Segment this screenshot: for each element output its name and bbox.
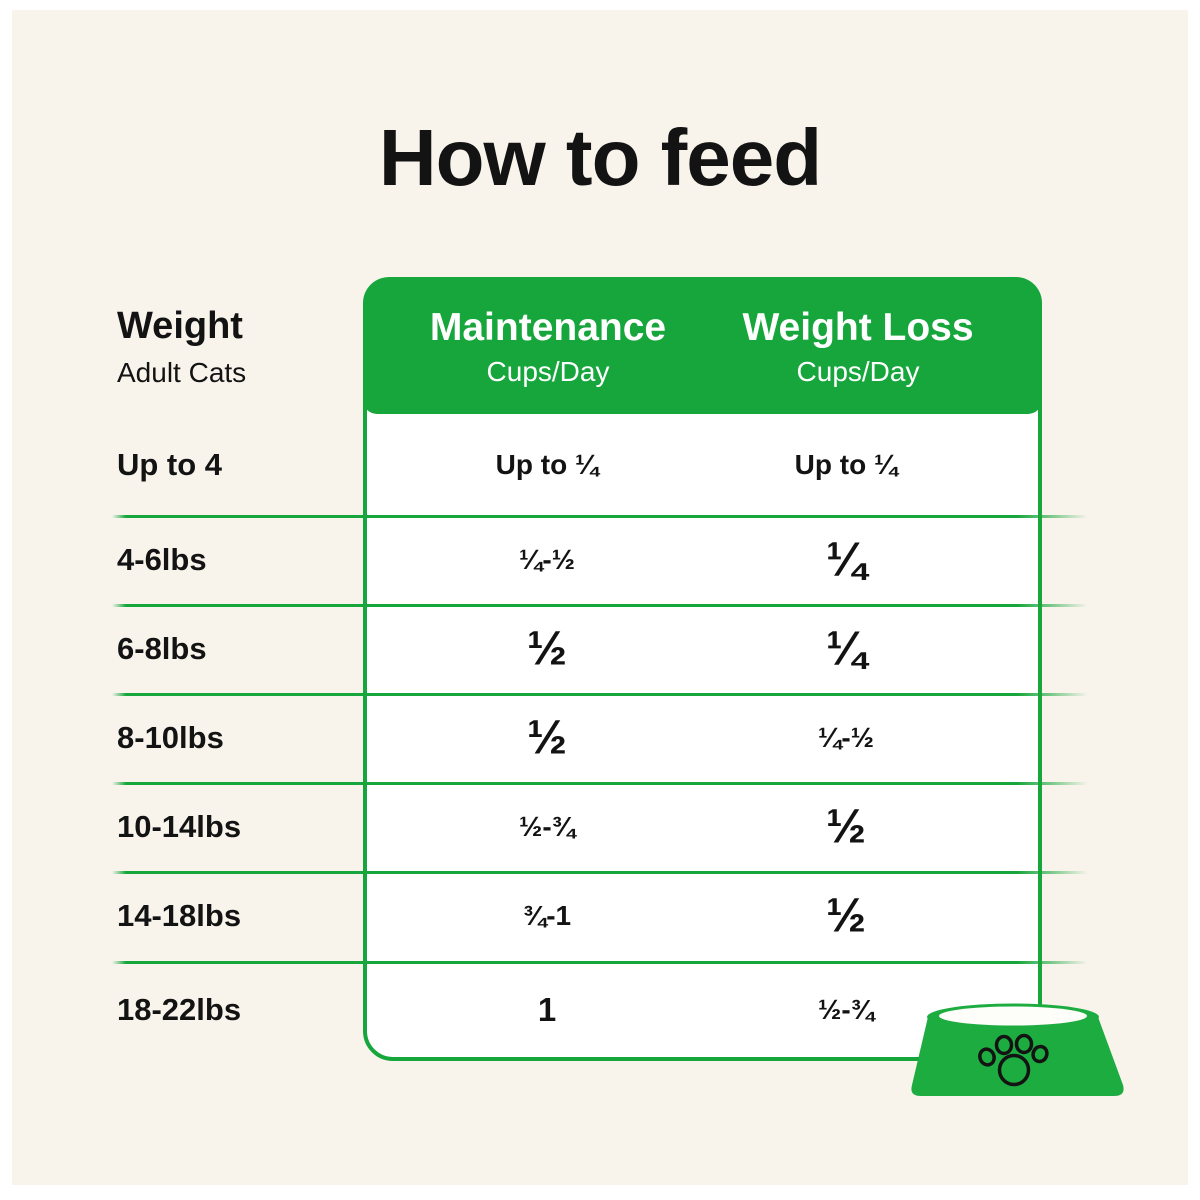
table-row: 18-22lbs 1 ½-¾ [0,961,1200,1058]
table-row: 8-10lbs ½ ¼-½ [0,693,1200,782]
weight-column-header: Weight Adult Cats [117,305,246,389]
table-row: 14-18lbs ¾-1 ½ [0,871,1200,961]
weight-header-subtitle: Adult Cats [117,357,247,388]
pet-bowl-icon [911,1003,1124,1096]
row-weight-loss-value: ¼ [825,622,867,675]
row-weight-loss-value: ½-¾ [817,993,875,1025]
row-divider [112,871,1088,874]
row-divider [112,515,1088,518]
weight-header-title: Weight [117,305,243,347]
paw-print-icon [978,1033,1049,1087]
row-maintenance-value: 1 [537,990,557,1028]
column-header-maintenance: Maintenance Cups/Day [373,277,723,414]
row-maintenance-value: ½ [526,711,568,764]
column-header-sublabel: Cups/Day [796,355,920,387]
row-weight-label: 18-22lbs [117,991,242,1027]
row-weight-loss-value: ¼-½ [817,721,875,753]
row-weight-loss-value: ½ [825,889,867,943]
row-maintenance-value: ¾-1 [522,900,572,931]
column-header-weight-loss: Weight Loss Cups/Day [693,277,1023,414]
row-weight-label: 4-6lbs [117,541,207,577]
row-weight-loss-value: ¼ [825,533,867,586]
row-divider [112,604,1088,607]
row-divider [112,693,1088,696]
row-divider [112,961,1088,964]
row-weight-label: 6-8lbs [117,630,207,666]
table-row: 10-14lbs ½-¾ ½ [0,782,1200,871]
column-header-label: Maintenance [429,305,667,349]
row-weight-loss-value: Up to ¼ [794,448,898,480]
row-maintenance-value: ½ [526,622,568,675]
table-row: 6-8lbs ½ ¼ [0,604,1200,693]
column-header-sublabel: Cups/Day [486,355,610,387]
row-maintenance-value: ½-¾ [518,810,576,842]
table-row: Up to 4 Up to ¼ Up to ¼ [0,414,1200,515]
row-weight-label: 10-14lbs [117,808,242,844]
page-title: How to feed [378,113,822,202]
row-weight-label: 14-18lbs [117,898,242,933]
row-maintenance-value: Up to ¼ [495,448,599,480]
table-row: 4-6lbs ¼-½ ¼ [0,515,1200,604]
row-weight-loss-value: ½ [825,800,867,853]
row-weight-label: 8-10lbs [117,719,224,755]
column-header-label: Weight Loss [742,305,974,349]
row-maintenance-value: ¼-½ [518,543,576,575]
table-header: Maintenance Cups/Day Weight Loss Cups/Da… [363,277,1042,414]
row-weight-label: Up to 4 [117,446,223,482]
row-divider [112,782,1088,785]
